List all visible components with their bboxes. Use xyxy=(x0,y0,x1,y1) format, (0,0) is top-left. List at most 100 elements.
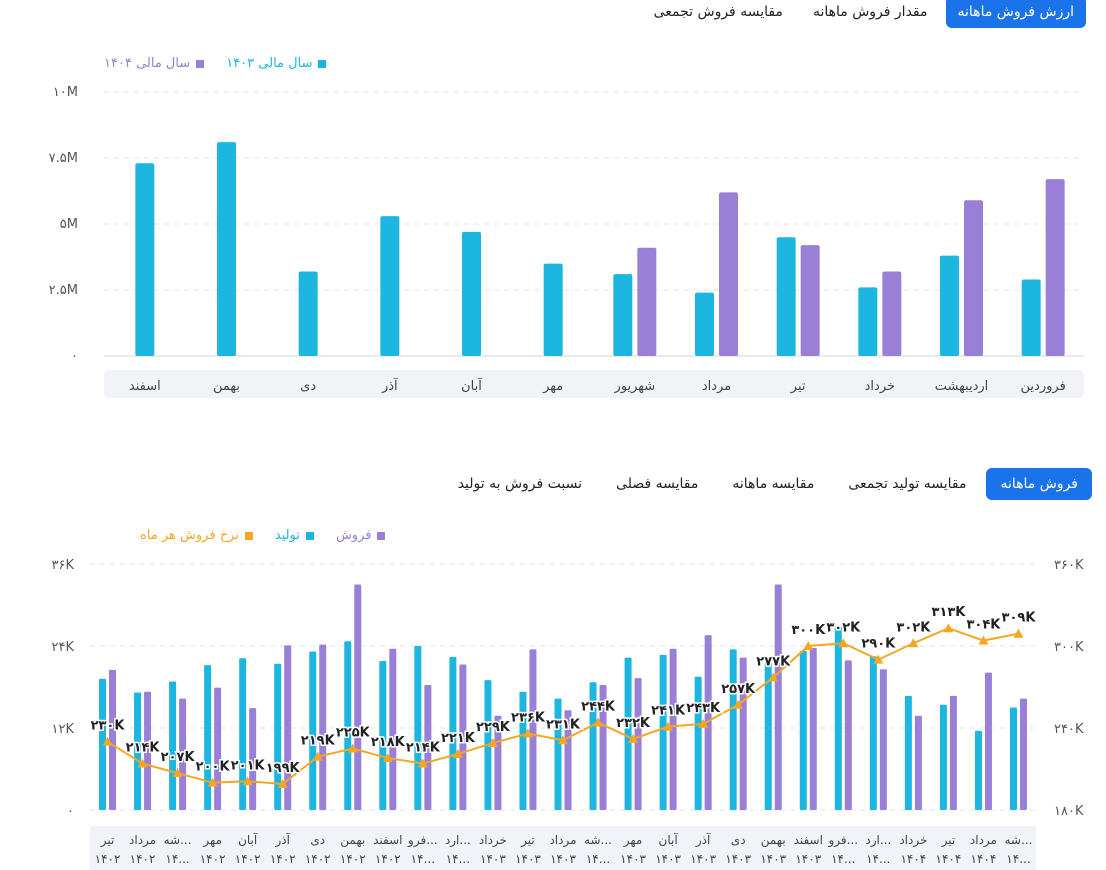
price-data-label: ۳۰۴K xyxy=(966,618,1001,633)
x-tick-label-month: خرداد xyxy=(479,833,507,848)
price-data-label: ۲۳۰K xyxy=(91,719,126,734)
x-tick-label: مرداد xyxy=(702,379,731,394)
price-marker xyxy=(978,635,989,645)
price-marker xyxy=(873,654,884,664)
legend-swatch xyxy=(196,59,205,68)
bar-sales xyxy=(739,657,747,810)
bar-sales xyxy=(634,678,642,810)
tab-monthly-comparison[interactable]: مقایسه ماهانه xyxy=(732,476,815,492)
bar-production xyxy=(379,661,387,810)
price-data-label: ۲۱۹K xyxy=(301,734,336,749)
x-tick-label-year: ۱۴۰۴ xyxy=(936,852,962,866)
bar-production xyxy=(974,730,982,810)
price-marker xyxy=(943,623,954,633)
bar-sales xyxy=(984,672,992,810)
x-tick-label-month: تیر xyxy=(100,833,115,848)
bar-1403 xyxy=(380,216,400,356)
price-marker xyxy=(452,748,463,758)
x-tick-label: مهر xyxy=(542,379,563,394)
price-data-label: ۲۳۶K xyxy=(511,710,546,725)
tab-monthly-sales-value[interactable]: ارزش فروش ماهانه xyxy=(945,0,1086,28)
x-tick-label-year: ۱۴۰۳ xyxy=(655,852,681,866)
legend-item-1404[interactable]: سال مالی ۱۴۰۴ xyxy=(104,56,205,71)
bar-production xyxy=(344,641,352,810)
price-data-label: ۲۱۴K xyxy=(406,741,441,756)
bar-1403 xyxy=(543,263,563,356)
bar-production xyxy=(449,656,457,810)
x-tick-label-year: ۱۴... xyxy=(831,852,855,866)
x-tick-label-month: مهر xyxy=(623,833,643,848)
x-tick-label-month: آذر xyxy=(274,832,290,848)
x-tick-label-month: ارد... xyxy=(865,833,891,848)
price-marker xyxy=(382,753,393,763)
x-tick-label-month: مرداد xyxy=(549,833,576,848)
bar-sales xyxy=(284,645,292,810)
price-data-label: ۲۱۴K xyxy=(126,741,161,756)
x-tick-label-month: فرو... xyxy=(407,833,438,848)
price-marker xyxy=(417,758,428,768)
x-tick-label-year: ۱۴۰۲ xyxy=(200,852,226,866)
price-marker xyxy=(207,777,218,787)
legend-item-1403[interactable]: سال مالی ۱۴۰۳ xyxy=(226,56,327,71)
price-data-label: ۲۳۱K xyxy=(546,717,581,732)
price-data-label: ۲۲۱K xyxy=(441,731,476,746)
bar-sales xyxy=(564,710,572,810)
y-tick-label: ۵M xyxy=(60,217,78,232)
price-data-label: ۳۰۲K xyxy=(826,620,861,635)
legend-swatch xyxy=(305,531,314,540)
bar-production xyxy=(274,663,282,810)
bar-1403 xyxy=(135,163,155,356)
y-left-tick-label: ۱۲K xyxy=(52,722,75,737)
tab-sales-production-ratio[interactable]: نسبت فروش به تولید xyxy=(457,476,583,492)
legend-item-price[interactable]: نرخ فروش هر ماه xyxy=(140,528,253,543)
x-tick-label-month: شه... xyxy=(164,833,192,847)
legend-item-production[interactable]: تولید xyxy=(275,528,314,543)
x-tick-label-year: ۱۴۰۲ xyxy=(305,852,331,866)
tab-cumulative-sales[interactable]: مقایسه فروش تجمعی xyxy=(653,4,783,20)
price-data-label: ۳۰۰K xyxy=(791,623,826,638)
bar-sales xyxy=(914,715,922,810)
tab-seasonal-comparison[interactable]: مقایسه فصلی xyxy=(616,476,699,492)
x-tick-label-month: آبان xyxy=(659,832,679,847)
x-tick-label-year: ۱۴۰۳ xyxy=(480,852,506,866)
x-tick-label-year: ۱۴۰۲ xyxy=(375,852,401,866)
bar-1403 xyxy=(1021,279,1041,356)
bar-1403 xyxy=(940,255,959,356)
price-data-label: ۲۷۷K xyxy=(756,654,791,669)
x-tick-label-month: مرداد xyxy=(129,833,156,848)
legend-label: تولید xyxy=(274,528,300,543)
bar-production xyxy=(239,658,247,810)
x-tick-label-month: دی xyxy=(731,833,746,847)
tab-monthly-sales-quantity[interactable]: مقدار فروش ماهانه xyxy=(812,4,928,20)
tab-cumulative-production[interactable]: مقایسه تولید تجمعی xyxy=(848,476,967,492)
price-marker xyxy=(242,776,253,786)
x-tick-label-year: ۱۴... xyxy=(165,852,189,866)
bar-production xyxy=(309,651,317,810)
bar-1404 xyxy=(719,192,738,356)
legend-item-sales[interactable]: فروش xyxy=(336,528,386,543)
x-tick-label-month: دی xyxy=(310,833,325,847)
bar-1403 xyxy=(217,142,236,356)
y-tick-label: ۱۰M xyxy=(53,85,78,100)
tab-monthly-sales[interactable]: فروش ماهانه xyxy=(986,468,1092,500)
price-marker xyxy=(908,638,919,648)
bar-production xyxy=(99,678,107,810)
y-tick-label: ۷.۵M xyxy=(49,151,78,166)
bar-1404 xyxy=(800,245,820,356)
price-data-label: ۲۹۰K xyxy=(861,637,896,652)
price-marker xyxy=(102,736,113,746)
x-tick-label-month: فرو... xyxy=(827,833,858,848)
price-data-label: ۲۰۱K xyxy=(231,758,266,773)
bar-sales xyxy=(179,698,187,810)
bar-production xyxy=(834,626,842,810)
bar-sales xyxy=(669,648,677,810)
bar-production xyxy=(939,704,947,810)
x-tick-label: اردیبهشت xyxy=(935,379,989,394)
x-tick-label-year: ۱۴۰۳ xyxy=(515,852,541,866)
bar-sales xyxy=(109,669,117,810)
bar-production xyxy=(764,659,772,810)
legend-swatch xyxy=(377,531,386,540)
x-tick-label: فروردین xyxy=(1021,379,1066,394)
bottom-chart-tabs: فروش ماهانه مقایسه تولید تجمعی مقایسه ما… xyxy=(444,468,1092,500)
x-tick-label: تیر xyxy=(790,379,806,394)
